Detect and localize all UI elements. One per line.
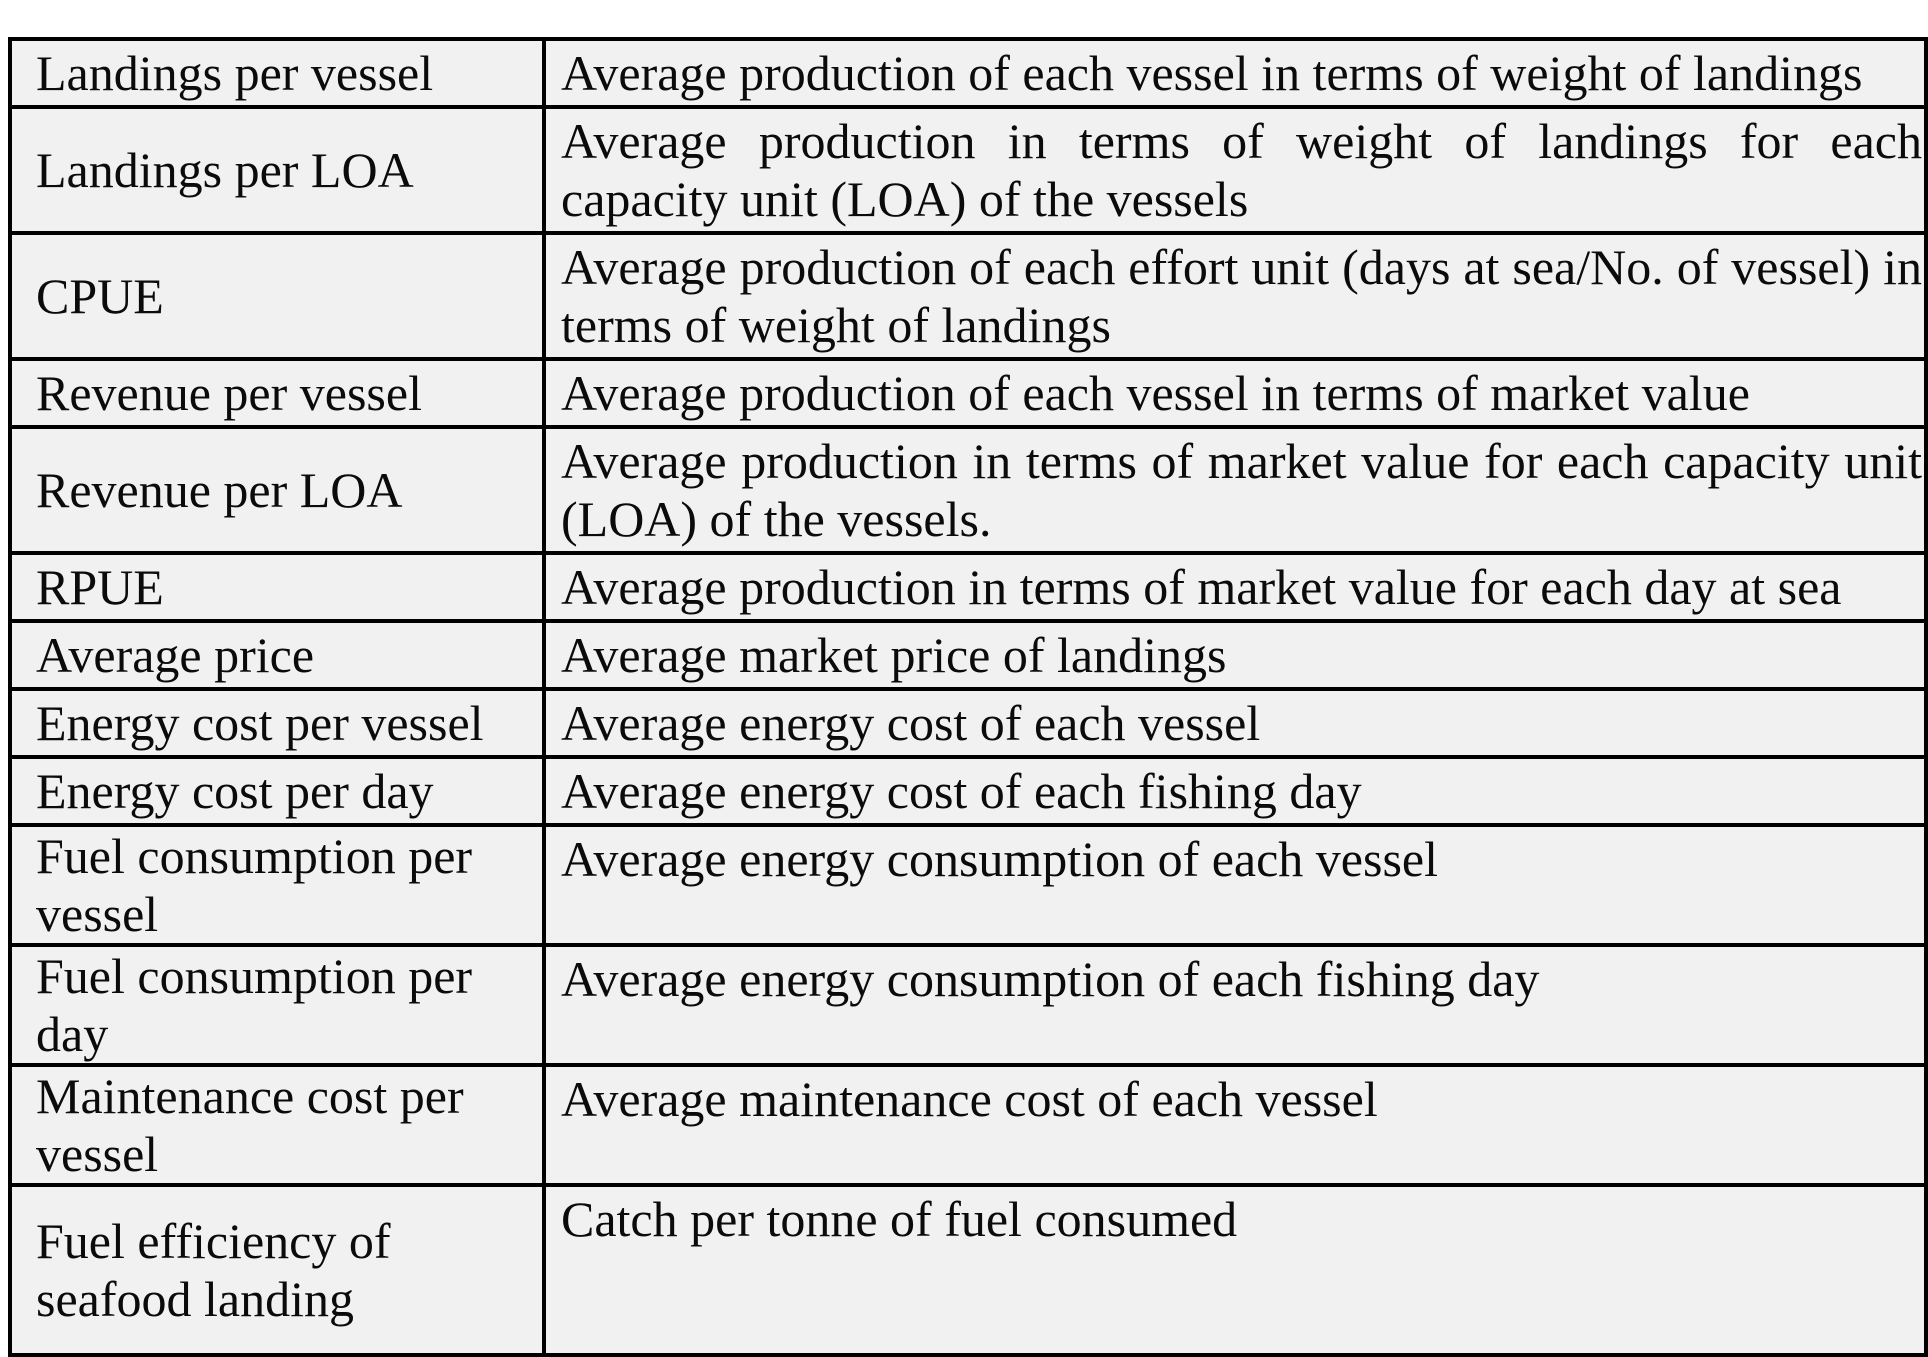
- table-row: Fuel consumption per day Average energy c…: [8, 943, 1928, 1067]
- indicator-definition-cell: Average energy consumption of each vesse…: [542, 823, 1928, 947]
- indicator-term-cell: Energy cost per vessel: [8, 687, 546, 759]
- document-page: { "table": { "rows": [ {"term": "Landing…: [8, 37, 1928, 1357]
- indicator-term-cell: CPUE: [8, 231, 546, 361]
- table-row: CPUE Average production of each effort un…: [8, 231, 1928, 361]
- table-row: Revenue per LOA Average production in ter…: [8, 425, 1928, 555]
- indicator-term-cell: Landings per LOA: [8, 105, 546, 235]
- indicator-definition-cell: Average energy cost of each fishing day: [542, 755, 1928, 827]
- table-row: Energy cost per vessel Average energy cos…: [8, 687, 1928, 759]
- indicator-definitions-table: Landings per vessel Average production of…: [8, 37, 1928, 1357]
- indicator-term-cell: Maintenance cost per vessel: [8, 1063, 546, 1187]
- indicator-definition-cell: Average market price of landings: [542, 619, 1928, 691]
- table-row: Landings per vessel Average production of…: [8, 37, 1928, 109]
- indicator-term-cell: Average price: [8, 619, 546, 691]
- indicator-term-cell: Revenue per vessel: [8, 357, 546, 429]
- table-row: RPUE Average production in terms of marke…: [8, 551, 1928, 623]
- indicator-definitions-table-body: Landings per vessel Average production of…: [8, 37, 1928, 1357]
- indicator-definition-cell: Average maintenance cost of each vessel: [542, 1063, 1928, 1187]
- indicator-definition-cell: Average production in terms of market va…: [542, 551, 1928, 623]
- indicator-term-cell: Fuel efficiency of seafood landing: [8, 1183, 546, 1357]
- indicator-definition-cell: Average energy consumption of each fishi…: [542, 943, 1928, 1067]
- indicator-definition-cell: Average production in terms of weight of…: [542, 105, 1928, 235]
- indicator-term-cell: Fuel consumption per day: [8, 943, 546, 1067]
- indicator-term-cell: RPUE: [8, 551, 546, 623]
- indicator-term-cell: Landings per vessel: [8, 37, 546, 109]
- indicator-definition-cell: Average production of each effort unit (…: [542, 231, 1928, 361]
- table-row: Revenue per vessel Average production of …: [8, 357, 1928, 429]
- table-row: Fuel efficiency of seafood landing Catch …: [8, 1183, 1928, 1357]
- table-row: Maintenance cost per vessel Average maint…: [8, 1063, 1928, 1187]
- indicator-definition-cell: Average production of each vessel in ter…: [542, 357, 1928, 429]
- table-row: Average price Average market price of lan…: [8, 619, 1928, 691]
- table-row: Fuel consumption per vessel Average energ…: [8, 823, 1928, 947]
- indicator-definition-cell: Average energy cost of each vessel: [542, 687, 1928, 759]
- indicator-term-cell: Fuel consumption per vessel: [8, 823, 546, 947]
- indicator-definition-cell: Average production in terms of market va…: [542, 425, 1928, 555]
- table-row: Landings per LOA Average production in te…: [8, 105, 1928, 235]
- indicator-term-cell: Revenue per LOA: [8, 425, 546, 555]
- table-row: Energy cost per day Average energy cost o…: [8, 755, 1928, 827]
- indicator-definition-cell: Average production of each vessel in ter…: [542, 37, 1928, 109]
- indicator-definition-cell: Catch per tonne of fuel consumed: [542, 1183, 1928, 1357]
- indicator-term-cell: Energy cost per day: [8, 755, 546, 827]
